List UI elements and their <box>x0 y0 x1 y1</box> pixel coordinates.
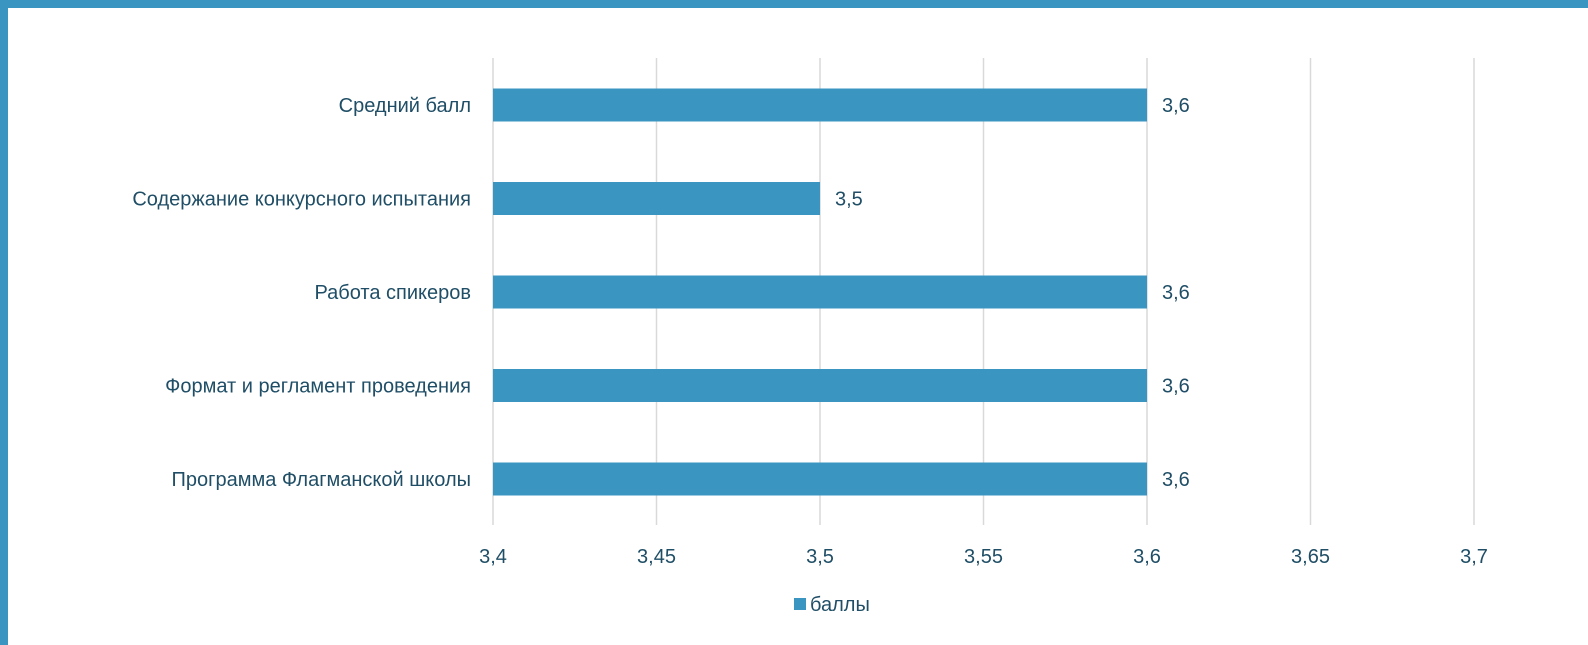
x-tick-label: 3,5 <box>806 546 834 568</box>
data-label: 3,6 <box>1162 95 1190 117</box>
bar <box>493 275 1147 309</box>
x-tick-label: 3,65 <box>1291 546 1330 568</box>
legend-label: баллы <box>810 594 870 616</box>
bar <box>493 88 1147 122</box>
x-tick-label: 3,45 <box>637 546 676 568</box>
x-tick-label: 3,6 <box>1133 546 1161 568</box>
category-label: Программа Флагманской школы <box>172 469 471 491</box>
data-label: 3,6 <box>1162 469 1190 491</box>
x-tick-label: 3,7 <box>1460 546 1488 568</box>
data-label: 3,6 <box>1162 376 1190 398</box>
bar <box>493 182 820 215</box>
x-tick-label: 3,55 <box>964 546 1003 568</box>
category-label: Работа спикеров <box>314 282 471 304</box>
category-label: Средний балл <box>339 95 471 117</box>
category-label: Формат и регламент проведения <box>165 376 471 398</box>
bar <box>493 369 1147 402</box>
legend-swatch <box>794 598 806 610</box>
x-tick-label: 3,4 <box>479 546 507 568</box>
data-label: 3,6 <box>1162 282 1190 304</box>
bar <box>493 462 1147 496</box>
data-label: 3,5 <box>835 189 863 211</box>
category-label: Содержание конкурсного испытания <box>132 189 471 211</box>
